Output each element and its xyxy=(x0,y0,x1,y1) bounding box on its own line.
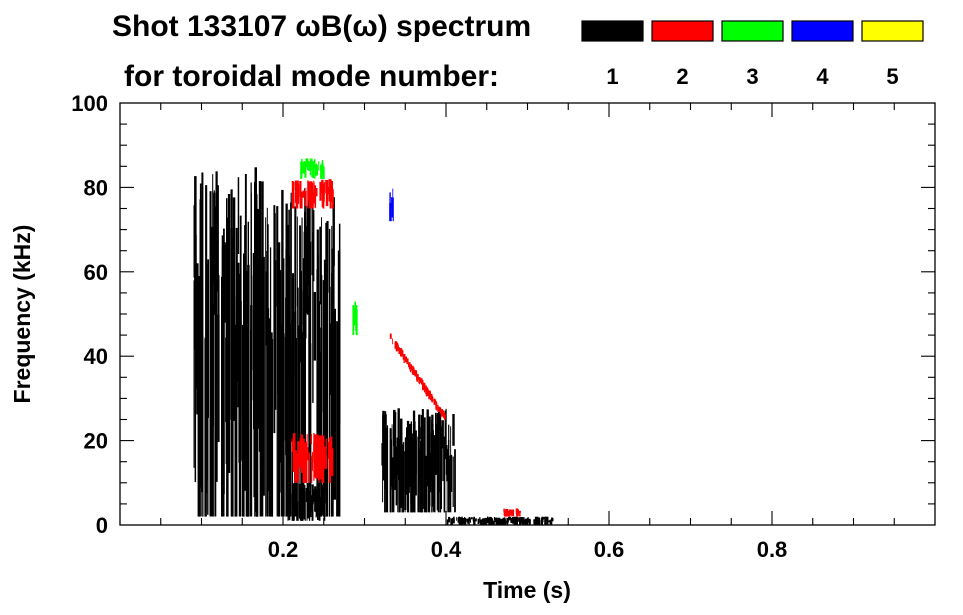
legend-swatch-1 xyxy=(581,20,644,42)
spectral-feature xyxy=(446,516,554,525)
legend-label-3: 3 xyxy=(746,64,758,89)
y-axis-label: Frequency (kHz) xyxy=(9,225,35,404)
legend-label-1: 1 xyxy=(606,64,618,89)
legend: 1 2 3 4 5 xyxy=(581,20,924,89)
y-tick-label: 100 xyxy=(71,91,108,116)
axis-ticks xyxy=(120,103,935,525)
y-tick-label: 80 xyxy=(84,175,108,200)
legend-swatch-4 xyxy=(791,20,854,42)
y-tick-label: 0 xyxy=(96,513,108,538)
legend-label-4: 4 xyxy=(816,64,829,89)
spectral-feature xyxy=(352,301,358,336)
spectral-feature xyxy=(389,333,446,420)
spectral-feature xyxy=(193,167,277,517)
x-tick-label: 0.8 xyxy=(757,537,788,562)
x-tick-label: 0.2 xyxy=(268,537,299,562)
spectral-feature xyxy=(276,188,341,517)
spectral-feature xyxy=(300,158,325,179)
legend-swatch-3 xyxy=(721,20,784,42)
spectrum-data xyxy=(193,158,554,525)
chart-subtitle: for toroidal mode number: xyxy=(124,60,499,93)
spectral-feature xyxy=(291,179,334,209)
spectral-feature xyxy=(381,407,456,513)
legend-label-5: 5 xyxy=(886,64,898,89)
axis-tick-labels: 0.2 0.4 0.6 0.8 0 20 40 60 80 100 xyxy=(71,91,787,562)
legend-swatch-2 xyxy=(651,20,714,42)
legend-swatch-5 xyxy=(861,20,924,42)
x-axis-label: Time (s) xyxy=(483,577,571,603)
spectral-feature xyxy=(503,508,521,517)
spectral-feature xyxy=(291,432,334,483)
legend-label-2: 2 xyxy=(676,64,688,89)
x-tick-label: 0.4 xyxy=(431,537,462,562)
y-tick-label: 20 xyxy=(84,429,108,454)
y-tick-label: 60 xyxy=(84,260,108,285)
spectral-feature xyxy=(389,188,394,222)
y-tick-label: 40 xyxy=(84,344,108,369)
chart-title: Shot 133107 ωB(ω) spectrum xyxy=(112,10,531,43)
spectral-feature xyxy=(287,483,326,521)
x-tick-label: 0.6 xyxy=(594,537,625,562)
